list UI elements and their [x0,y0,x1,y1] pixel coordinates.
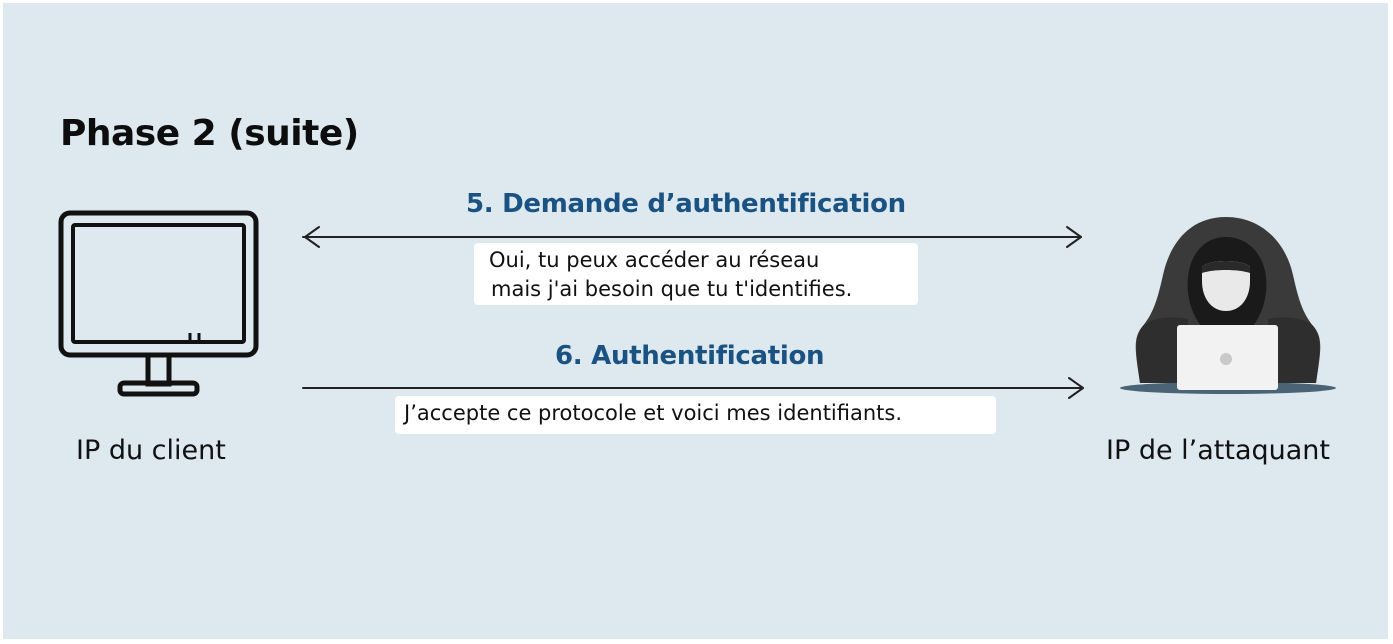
client-label: IP du client [76,435,226,466]
step-5-title: 5. Demande d’authentification [466,189,906,219]
step-6-message-line-1: J’accepte ce protocole et voici mes iden… [404,401,903,425]
step-6-message: J’accepte ce protocole et voici mes iden… [395,396,996,434]
bidirectional-arrow [302,226,1082,248]
arrows-layer [302,226,1084,399]
step-5-message-line-1: Oui, tu peux accéder au réseau [489,248,820,272]
hooded-hacker-icon [1120,217,1336,394]
monitor-icon [58,210,259,397]
attacker-label: IP de l’attaquant [1106,435,1331,466]
step-6-title: 6. Authentification [555,341,825,371]
right-arrow [302,377,1084,399]
step-5-message-line-2: mais j'ai besoin que tu t'identifies. [491,277,853,301]
diagram-canvas: Phase 2 (suite) 5. Demande d’authentific… [3,3,1388,639]
step-5-message: Oui, tu peux accéder au réseau mais j'ai… [474,243,918,305]
diagram-title: Phase 2 (suite) [60,113,359,154]
